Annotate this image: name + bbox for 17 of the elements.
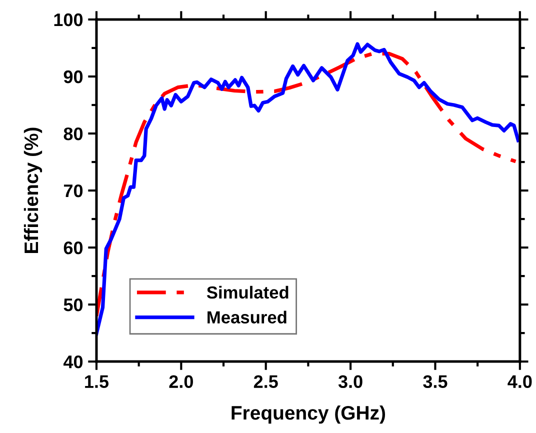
x-tick-label: 4.0 <box>508 375 532 388</box>
x-tick-label: 3.5 <box>423 375 448 388</box>
y-tick-label: 100 <box>54 13 83 26</box>
x-tick-label: 2.5 <box>254 375 278 388</box>
legend-label: Measured <box>208 310 286 324</box>
y-axis-title: Efficiency (%) <box>24 128 42 253</box>
y-tick-label: 80 <box>64 127 83 140</box>
y-tick-label: 70 <box>64 184 83 198</box>
x-tick-label: 1.5 <box>85 375 109 388</box>
x-tick-label: 2.0 <box>169 375 193 388</box>
legend-label: Simulated <box>206 286 288 299</box>
y-tick-label: 50 <box>64 298 83 312</box>
x-axis-title: Frequency (GHz) <box>232 405 386 424</box>
x-tick-label: 3.0 <box>338 375 362 388</box>
y-tick-label: 40 <box>63 355 83 368</box>
y-tick-label: 60 <box>64 241 83 254</box>
y-tick-label: 90 <box>64 70 83 84</box>
